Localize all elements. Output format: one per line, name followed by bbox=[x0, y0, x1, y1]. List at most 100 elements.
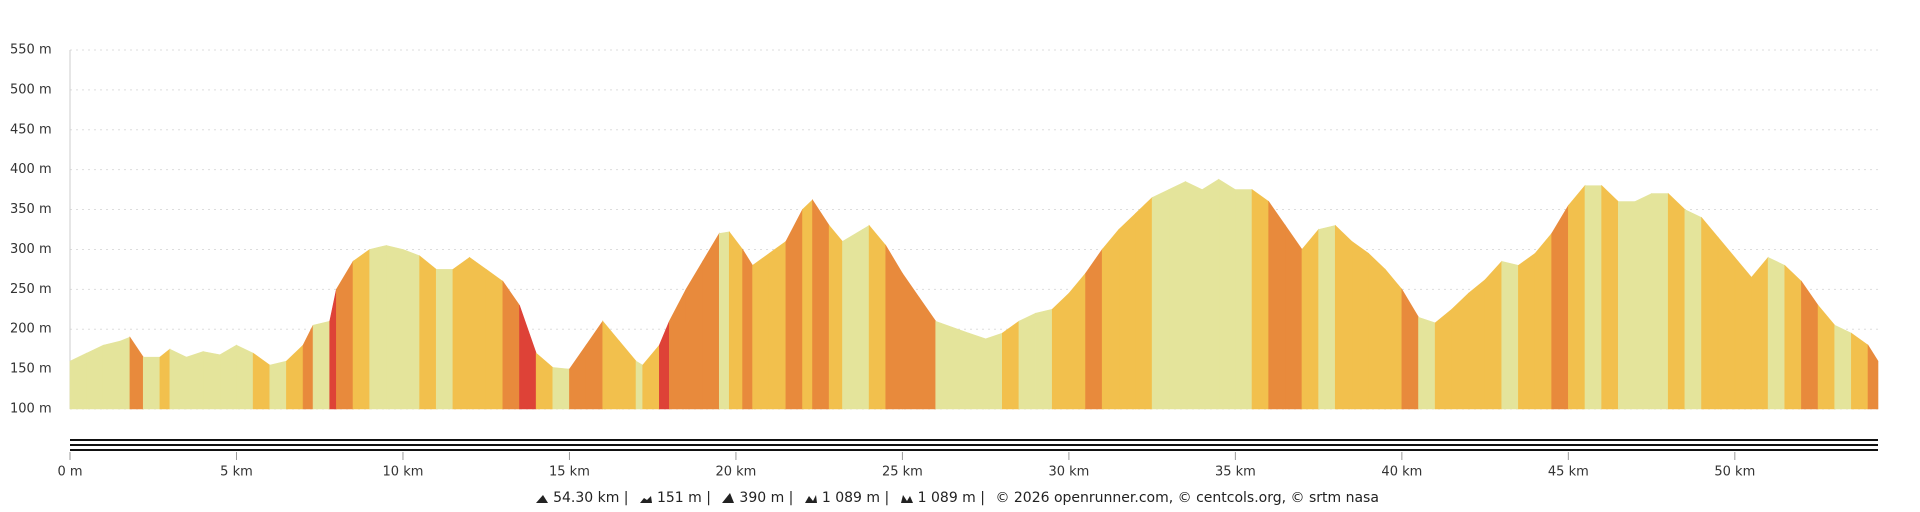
elevation-segment bbox=[312, 320, 331, 410]
x-tick-label: 30 km bbox=[1048, 465, 1089, 480]
elevation-segment bbox=[885, 244, 903, 410]
elevation-segment bbox=[1051, 292, 1070, 410]
elevation-segment bbox=[1351, 240, 1369, 410]
x-tick-label: 10 km bbox=[383, 465, 424, 480]
elevation-segment bbox=[802, 199, 813, 410]
elevation-segment bbox=[552, 367, 570, 410]
elevation-segment bbox=[1135, 196, 1153, 410]
elevation-segment bbox=[1617, 201, 1636, 410]
elevation-segment bbox=[1002, 320, 1020, 410]
elevation-segment bbox=[1501, 261, 1519, 410]
elevation-segment bbox=[1434, 308, 1453, 410]
elevation-segment bbox=[1468, 279, 1486, 410]
y-tick-label: 100 m bbox=[10, 402, 52, 417]
y-tick-label: 350 m bbox=[10, 202, 52, 217]
elevation-segment bbox=[1867, 344, 1879, 410]
elevation-segment bbox=[718, 231, 730, 410]
footer-stat: 390 m | bbox=[739, 490, 794, 506]
elevation-segment bbox=[1334, 224, 1353, 410]
elevation-segment bbox=[1101, 228, 1120, 410]
ascent-icon bbox=[804, 495, 817, 503]
x-tick-label: 20 km bbox=[715, 465, 756, 480]
y-tick-label: 400 m bbox=[10, 162, 52, 177]
elevation-segment bbox=[1534, 232, 1552, 410]
elevation-segment bbox=[1817, 304, 1836, 410]
elevation-segment bbox=[968, 332, 986, 410]
elevation-segment bbox=[129, 336, 144, 410]
elevation-segment bbox=[862, 224, 870, 410]
min-alt-icon bbox=[639, 496, 652, 503]
elevation-segment bbox=[619, 340, 637, 410]
elevation-segment bbox=[1684, 209, 1702, 410]
elevation-segment bbox=[86, 344, 104, 410]
elevation-segment bbox=[1801, 280, 1819, 410]
elevation-segment bbox=[352, 248, 370, 410]
elevation-segment bbox=[742, 248, 753, 410]
elevation-segment bbox=[1767, 256, 1786, 410]
elevation-segment bbox=[452, 256, 470, 410]
elevation-segment bbox=[812, 198, 830, 410]
elevation-segment bbox=[585, 320, 604, 410]
x-tick-label: 25 km bbox=[882, 465, 923, 480]
footer-stat: 54.30 km | bbox=[553, 490, 629, 506]
elevation-segment bbox=[219, 344, 237, 410]
elevation-segment bbox=[236, 344, 254, 410]
elevation-segment bbox=[485, 268, 504, 410]
footer-stat: 1 089 m | bbox=[917, 490, 985, 506]
elevation-segment bbox=[602, 320, 620, 410]
elevation-segment bbox=[1734, 256, 1752, 410]
elevation-segment bbox=[685, 260, 703, 410]
elevation-segment bbox=[1451, 292, 1469, 410]
y-tick-label: 550 m bbox=[10, 43, 52, 58]
elevation-segment bbox=[502, 280, 520, 410]
elevation-segment bbox=[1018, 312, 1036, 410]
x-tick-label: 0 m bbox=[57, 465, 82, 480]
elevation-segment bbox=[1667, 192, 1686, 410]
elevation-segment bbox=[868, 224, 887, 410]
descent-icon bbox=[900, 495, 913, 503]
elevation-segment bbox=[142, 356, 161, 410]
elevation-segment bbox=[269, 360, 287, 410]
x-tick-label: 15 km bbox=[549, 465, 590, 480]
elevation-segment bbox=[102, 340, 121, 410]
elevation-segment bbox=[186, 351, 204, 410]
elevation-segment bbox=[119, 336, 131, 410]
elevation-segment bbox=[935, 320, 970, 410]
elevation-segment bbox=[519, 305, 537, 410]
elevation-segment bbox=[169, 348, 187, 410]
elevation-segment bbox=[728, 231, 743, 410]
elevation-segment bbox=[902, 272, 920, 410]
elevation-segment bbox=[1568, 184, 1586, 410]
elevation-segment bbox=[1368, 252, 1386, 410]
elevation-segment bbox=[1851, 332, 1869, 410]
x-tick-label: 5 km bbox=[220, 465, 253, 480]
elevation-segment bbox=[1651, 193, 1669, 410]
footer-stat: 1 089 m | bbox=[821, 490, 890, 506]
max-alt-icon bbox=[722, 493, 735, 503]
y-tick-label: 150 m bbox=[10, 362, 52, 377]
y-tick-label: 500 m bbox=[10, 82, 52, 97]
elevation-segment bbox=[69, 352, 87, 410]
elevation-segment bbox=[635, 360, 643, 410]
elevation-segment bbox=[1601, 184, 1619, 410]
elevation-segment bbox=[252, 352, 271, 410]
footer: 54.30 km | 151 m | 390 m | 1 089 m | 1 0… bbox=[0, 490, 1920, 506]
elevation-segment bbox=[1834, 324, 1852, 410]
elevation-segment bbox=[402, 249, 420, 410]
elevation-segment bbox=[386, 245, 404, 410]
navigator-bar bbox=[70, 439, 1878, 451]
x-tick-label: 40 km bbox=[1381, 465, 1422, 480]
elevation-segment bbox=[1701, 216, 1719, 410]
elevation-segment bbox=[1235, 189, 1253, 410]
elevation-segment bbox=[1068, 272, 1086, 410]
elevation-segment bbox=[1401, 288, 1419, 410]
elevation-segment bbox=[842, 228, 863, 410]
elevation-segment bbox=[1751, 256, 1769, 410]
elevation-segment bbox=[642, 344, 660, 410]
y-tick-label: 200 m bbox=[10, 322, 52, 337]
elevation-segment bbox=[1384, 268, 1403, 410]
elevation-segment bbox=[1484, 260, 1503, 410]
elevation-segment bbox=[1151, 189, 1170, 410]
elevation-segment bbox=[752, 252, 770, 410]
